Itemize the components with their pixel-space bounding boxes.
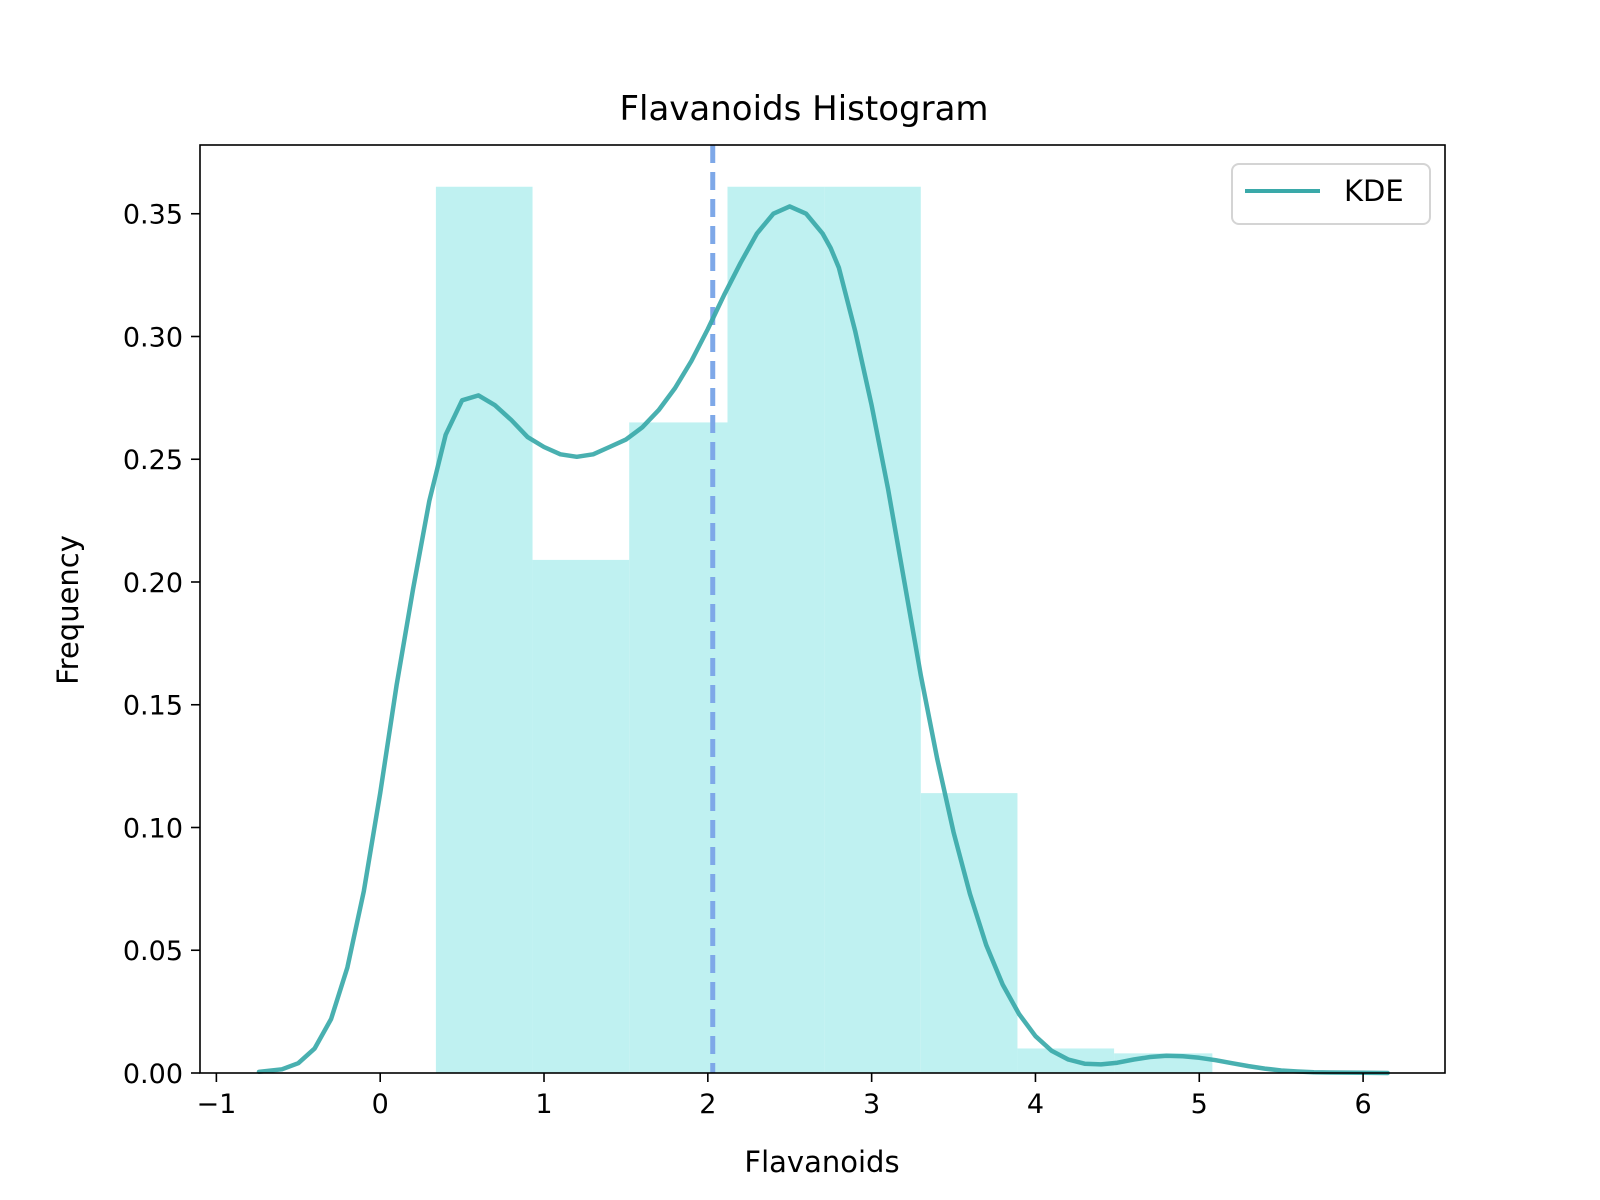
y-tick-label: 0.25 <box>123 445 183 476</box>
histogram-bar-4 <box>824 186 921 1073</box>
x-axis-label: Flavanoids <box>744 1145 899 1179</box>
y-axis-label: Frequency <box>51 535 85 685</box>
y-tick-label: 0.00 <box>123 1059 183 1090</box>
y-tick-label: 0.35 <box>123 200 183 231</box>
legend-box <box>1231 163 1431 225</box>
y-tick-label: 0.05 <box>123 936 183 967</box>
x-tick-label: 4 <box>1027 1089 1044 1120</box>
histogram-bar-1 <box>532 559 630 1073</box>
x-tick-label: 5 <box>1191 1089 1208 1120</box>
plot-frame <box>199 144 1446 1074</box>
x-tick-label: −1 <box>196 1089 236 1120</box>
kde-curve <box>256 204 1390 1076</box>
x-axis-ticks: −1 0 1 2 3 4 5 6 <box>196 1073 1372 1120</box>
histogram-bar-3 <box>727 186 825 1073</box>
x-tick-label: 6 <box>1354 1089 1371 1120</box>
y-tick-label: 0.10 <box>123 813 183 844</box>
y-axis-ticks: 0.00 0.05 0.10 0.15 0.20 0.25 0.30 0.35 <box>123 200 200 1090</box>
x-tick-label: 1 <box>535 1089 552 1120</box>
legend-kde-label: KDE <box>1344 174 1404 208</box>
x-tick-label: 3 <box>863 1089 880 1120</box>
chart-title: Flavanoids Histogram <box>619 89 988 129</box>
y-tick-label: 0.20 <box>123 568 183 599</box>
legend: KDE <box>1231 163 1431 225</box>
histogram-bar-5 <box>920 793 1018 1073</box>
y-tick-label: 0.15 <box>123 691 183 722</box>
x-tick-label: 2 <box>699 1089 716 1120</box>
x-tick-label: 0 <box>372 1089 389 1120</box>
histogram-bar-0 <box>435 186 533 1073</box>
kde-layer <box>256 204 1390 1076</box>
y-tick-label: 0.30 <box>123 322 183 353</box>
